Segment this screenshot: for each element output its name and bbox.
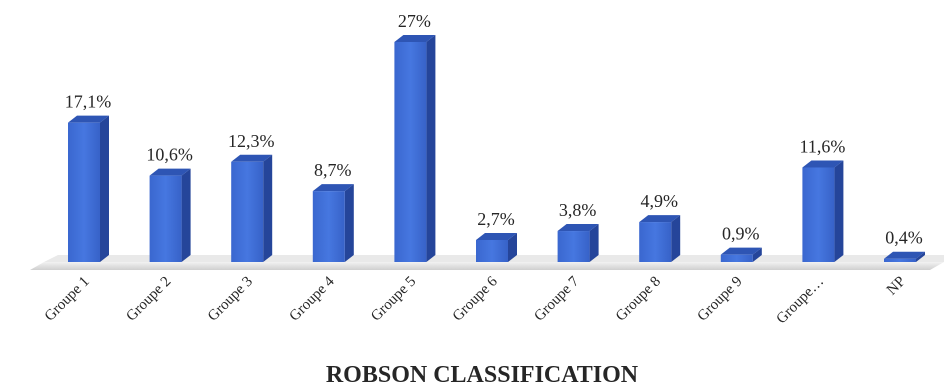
value-labels-group: 17,1% 10,6% 12,3% 8,7% 27% 2,7% 3,8% 4,9% 0,9% 11… bbox=[65, 11, 923, 248]
bar-top bbox=[884, 251, 925, 259]
bar bbox=[720, 247, 762, 262]
x-tick-label: Groupe 7 bbox=[531, 273, 582, 324]
bar bbox=[476, 233, 517, 262]
bar-front bbox=[68, 122, 100, 263]
x-tick-label: Groupe 6 bbox=[450, 273, 501, 324]
bar-front bbox=[557, 231, 590, 262]
x-tick-label: Groupe 1 bbox=[42, 274, 93, 325]
bar-front bbox=[312, 191, 345, 262]
bar-top bbox=[68, 115, 109, 123]
bar-side bbox=[916, 251, 925, 262]
x-tick-label: Groupe 3 bbox=[205, 274, 256, 325]
x-tick-label: Groupe 5 bbox=[368, 274, 419, 325]
bar bbox=[68, 115, 109, 263]
bar-side bbox=[426, 35, 436, 262]
bar bbox=[802, 160, 844, 262]
bar-top bbox=[312, 184, 354, 192]
bar-top bbox=[639, 215, 681, 223]
data-label: 8,7% bbox=[314, 160, 352, 180]
bar bbox=[312, 184, 354, 262]
bar bbox=[394, 35, 436, 262]
data-label: 0,9% bbox=[722, 224, 760, 244]
x-tick-label: Groupe… bbox=[773, 274, 827, 328]
bar bbox=[639, 215, 681, 262]
bar-side bbox=[834, 160, 844, 262]
bar-top bbox=[231, 154, 273, 162]
bar bbox=[557, 224, 599, 262]
bar-front bbox=[802, 167, 835, 262]
data-label: 0,4% bbox=[885, 228, 923, 248]
bar-side bbox=[752, 247, 762, 262]
x-tick-labels-group: Groupe 1 Groupe 2 Groupe 3 Groupe 4 Groupe 5… bbox=[42, 273, 909, 327]
data-label: 17,1% bbox=[65, 92, 112, 112]
x-tick-label: Groupe 2 bbox=[123, 274, 174, 325]
bar bbox=[231, 154, 273, 262]
bar-side bbox=[589, 224, 599, 262]
x-tick-label: Groupe 4 bbox=[287, 273, 338, 324]
bar-side bbox=[181, 168, 191, 262]
bar-front bbox=[884, 258, 916, 262]
bar-side bbox=[671, 215, 681, 262]
bar-front bbox=[720, 254, 753, 262]
bar-side bbox=[508, 233, 517, 262]
bar-top bbox=[720, 247, 762, 255]
bar-top bbox=[394, 35, 436, 42]
data-label: 12,3% bbox=[228, 131, 275, 151]
x-tick-label: Groupe 9 bbox=[695, 274, 746, 325]
data-label: 4,9% bbox=[640, 191, 678, 211]
data-label: 3,8% bbox=[559, 200, 597, 220]
x-tick-label: Groupe 8 bbox=[613, 274, 664, 325]
bar-top bbox=[802, 160, 844, 168]
bar-top bbox=[149, 168, 191, 176]
data-label: 27% bbox=[398, 11, 431, 31]
bar-side bbox=[263, 154, 273, 262]
floor-plane bbox=[30, 262, 944, 270]
bar-front bbox=[149, 175, 182, 262]
bar-top bbox=[557, 224, 599, 232]
data-label: 2,7% bbox=[477, 209, 515, 229]
bar bbox=[149, 168, 191, 262]
data-label: 11,6% bbox=[799, 136, 845, 156]
bars-group bbox=[68, 35, 925, 263]
bar-front bbox=[476, 240, 508, 262]
bar-front bbox=[231, 161, 264, 262]
bar-side bbox=[344, 184, 354, 262]
data-label: 10,6% bbox=[146, 145, 193, 165]
x-tick-label: NP bbox=[884, 274, 909, 299]
bar bbox=[884, 251, 925, 262]
chart-title: ROBSON CLASSIFICATION bbox=[326, 362, 639, 388]
bar-top bbox=[476, 233, 517, 240]
bar-front bbox=[394, 42, 427, 262]
bar-front bbox=[639, 222, 672, 262]
bar-side bbox=[100, 115, 109, 263]
